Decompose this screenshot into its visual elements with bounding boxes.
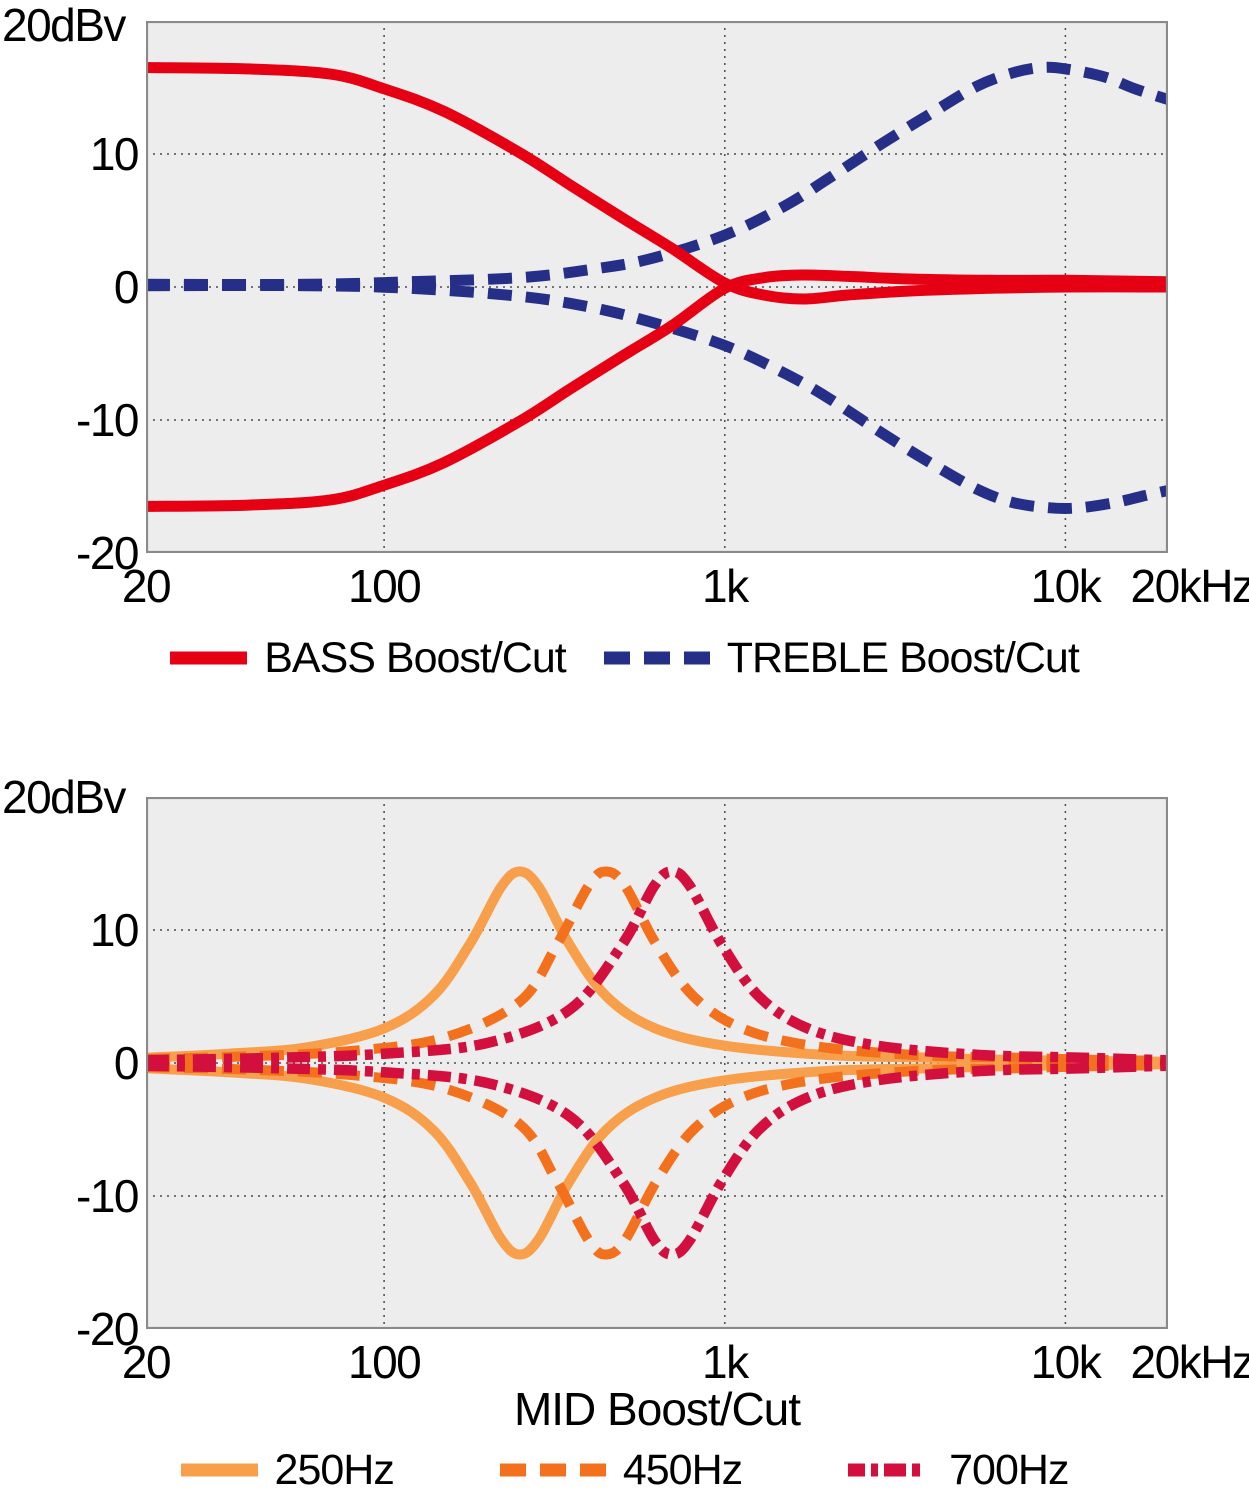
bass-treble-legend: BASS Boost/Cut TREBLE Boost/Cut — [0, 632, 1249, 684]
legend-label-250hz: 250Hz — [274, 1445, 395, 1494]
x-tick-label: 20 — [121, 560, 172, 612]
y-axis-unit-label: 20dBv — [2, 771, 126, 823]
x-tick-label: 10k — [1030, 560, 1102, 612]
x-tick-label: 100 — [347, 1336, 422, 1388]
y-tick-label: -10 — [76, 394, 139, 446]
y-tick-label: 10 — [89, 904, 140, 956]
curve-bass-cut — [146, 269, 1168, 512]
y-tick-label: -10 — [76, 1170, 139, 1222]
x-tick-label: 20kHz — [1130, 560, 1249, 612]
legend-item-treble: TREBLE Boost/Cut — [603, 633, 1080, 683]
bass-treble-response-plot — [146, 21, 1168, 553]
x-tick-label: 100 — [347, 560, 422, 612]
y-tick-label: 0 — [113, 1037, 140, 1089]
legend-label-bass: BASS Boost/Cut — [264, 633, 566, 682]
legend-label-450hz: 450Hz — [622, 1445, 743, 1494]
y-tick-label: 10 — [89, 128, 140, 180]
treble-line-swatch-icon — [603, 651, 710, 665]
curve-700hz-cut — [146, 1060, 1168, 1260]
legend-item-450hz: 450Hz — [499, 1445, 743, 1495]
mid-axis-title: MID Boost/Cut — [513, 1383, 801, 1435]
legend-item-700hz: 700Hz — [848, 1445, 1069, 1495]
legend-label-treble: TREBLE Boost/Cut — [726, 633, 1080, 682]
x-tick-label: 1k — [701, 560, 749, 612]
mid-response-plot — [146, 797, 1168, 1329]
bass-line-swatch-icon — [170, 651, 248, 665]
legend-item-250hz: 250Hz — [180, 1445, 395, 1495]
x-tick-label: 10k — [1030, 1336, 1102, 1388]
plot-border — [146, 797, 1168, 1329]
x-tick-label: 20 — [121, 1336, 172, 1388]
x-tick-label: 20kHz — [1130, 1336, 1249, 1388]
curve-treble-cut — [146, 279, 1168, 514]
y-tick-label: 0 — [113, 261, 140, 313]
curve-bass-boost — [146, 62, 1168, 305]
curve-700hz-boost — [146, 866, 1168, 1066]
y-tick-label: -20 — [76, 1303, 139, 1355]
x-tick-label: 1k — [701, 1336, 749, 1388]
legend-item-bass: BASS Boost/Cut — [170, 633, 567, 683]
line-450hz-swatch-icon — [499, 1463, 606, 1477]
line-700hz-swatch-icon — [848, 1463, 933, 1477]
mid-legend: 250Hz 450Hz 700Hz — [0, 1444, 1249, 1496]
curve-treble-boost — [146, 61, 1168, 291]
legend-label-700hz: 700Hz — [949, 1445, 1069, 1494]
y-axis-unit-label: 20dBv — [2, 0, 126, 51]
y-tick-label: -20 — [76, 527, 139, 579]
plot-border — [146, 21, 1168, 553]
line-250hz-swatch-icon — [180, 1463, 258, 1477]
